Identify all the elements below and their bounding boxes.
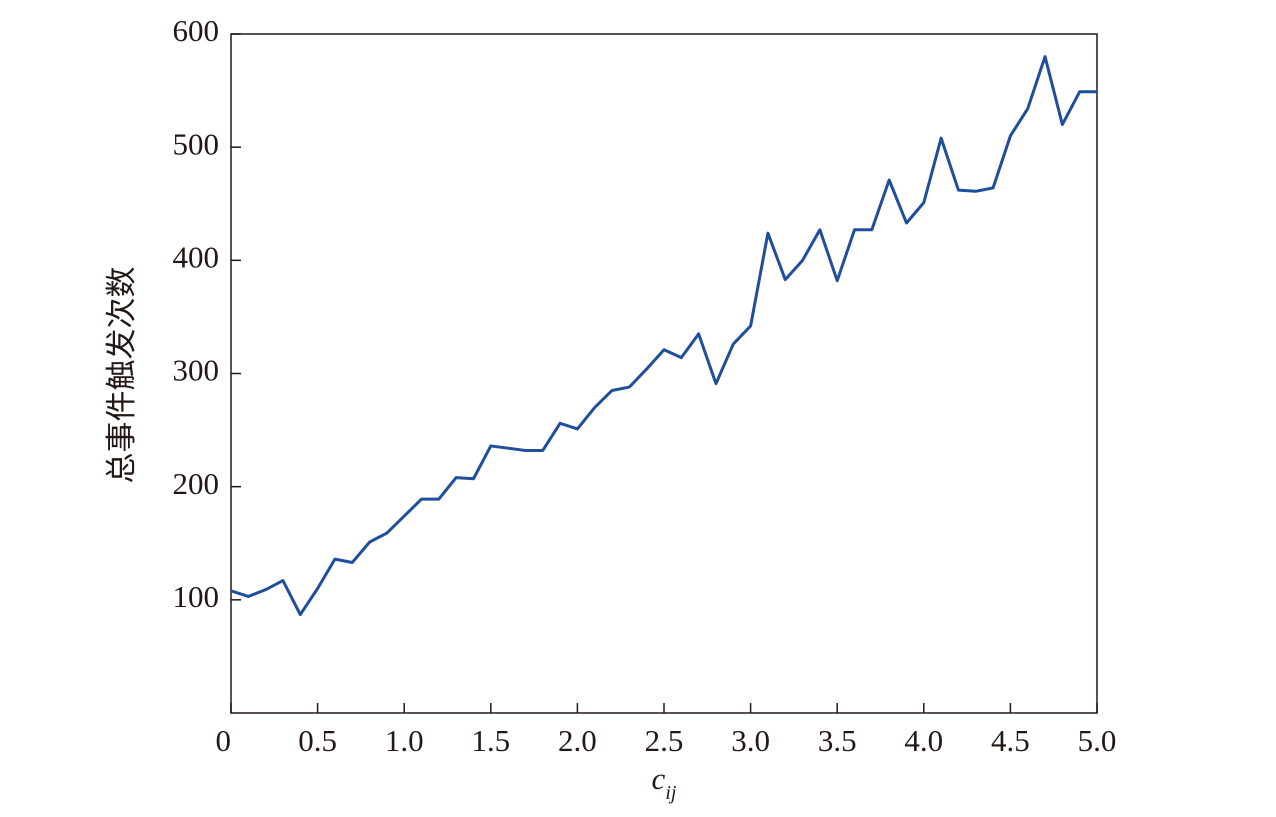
data-line bbox=[230, 55, 1097, 617]
x-tick-label: 3.0 bbox=[731, 723, 770, 758]
x-tick-label: 2.0 bbox=[558, 723, 597, 758]
x-axis-label: cij bbox=[652, 761, 677, 803]
y-tick-label: 600 bbox=[173, 13, 220, 48]
x-tick-label: 1.5 bbox=[471, 723, 510, 758]
x-tick-label: 5.0 bbox=[1078, 723, 1117, 758]
x-tick-label: 1.0 bbox=[385, 723, 424, 758]
y-tick-label: 500 bbox=[173, 126, 220, 161]
x-tick-label: 2.5 bbox=[645, 723, 684, 758]
x-axis-label-main: c bbox=[652, 761, 666, 796]
y-tick-label: 200 bbox=[173, 466, 220, 501]
x-tick-label: 0.5 bbox=[298, 723, 337, 758]
y-tick-label: 100 bbox=[173, 579, 220, 614]
x-tick-label: 0 bbox=[216, 723, 232, 758]
x-tick-label: 3.5 bbox=[818, 723, 857, 758]
x-axis-label-subscript: ij bbox=[665, 782, 677, 804]
y-tick-label: 400 bbox=[173, 239, 220, 274]
x-tick-label: 4.0 bbox=[904, 723, 943, 758]
plot-frame bbox=[230, 33, 1098, 714]
x-tick-label: 4.5 bbox=[991, 723, 1030, 758]
y-tick-label: 300 bbox=[173, 353, 220, 388]
y-axis-label: 总事件触发次数 bbox=[104, 267, 139, 484]
